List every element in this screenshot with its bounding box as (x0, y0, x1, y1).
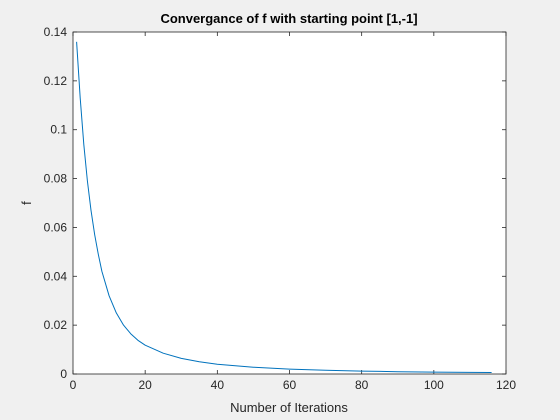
series-line-0 (76, 41, 492, 373)
y-tick-label: 0.1 (50, 123, 67, 137)
x-axis-ticks: 0 20 40 60 80 100 120 (70, 32, 516, 392)
x-tick-label: 60 (283, 378, 297, 392)
y-tick-label: 0.14 (44, 25, 68, 39)
y-tick-label: 0.12 (44, 74, 68, 88)
x-tick-label: 120 (496, 378, 516, 392)
y-tick-label: 0 (60, 367, 67, 381)
series-layer (76, 41, 492, 373)
y-axis-ticks: 0 0.02 0.04 0.06 0.08 0.1 0.12 0.14 (44, 25, 506, 381)
x-tick-label: 40 (211, 378, 225, 392)
x-tick-label: 20 (138, 378, 152, 392)
y-axis-label: f (19, 201, 34, 205)
axes-background (73, 32, 506, 374)
y-tick-label: 0.02 (44, 318, 68, 332)
chart-title: Convergance of f with starting point [1,… (160, 11, 417, 26)
axes-box (72, 31, 507, 375)
x-tick-label: 0 (70, 378, 77, 392)
y-tick-label: 0.04 (44, 269, 68, 283)
y-tick-label: 0.08 (44, 172, 68, 186)
x-tick-label: 100 (424, 378, 444, 392)
x-tick-label: 80 (355, 378, 369, 392)
x-axis-label: Number of Iterations (230, 400, 348, 415)
y-tick-label: 0.06 (44, 220, 68, 234)
